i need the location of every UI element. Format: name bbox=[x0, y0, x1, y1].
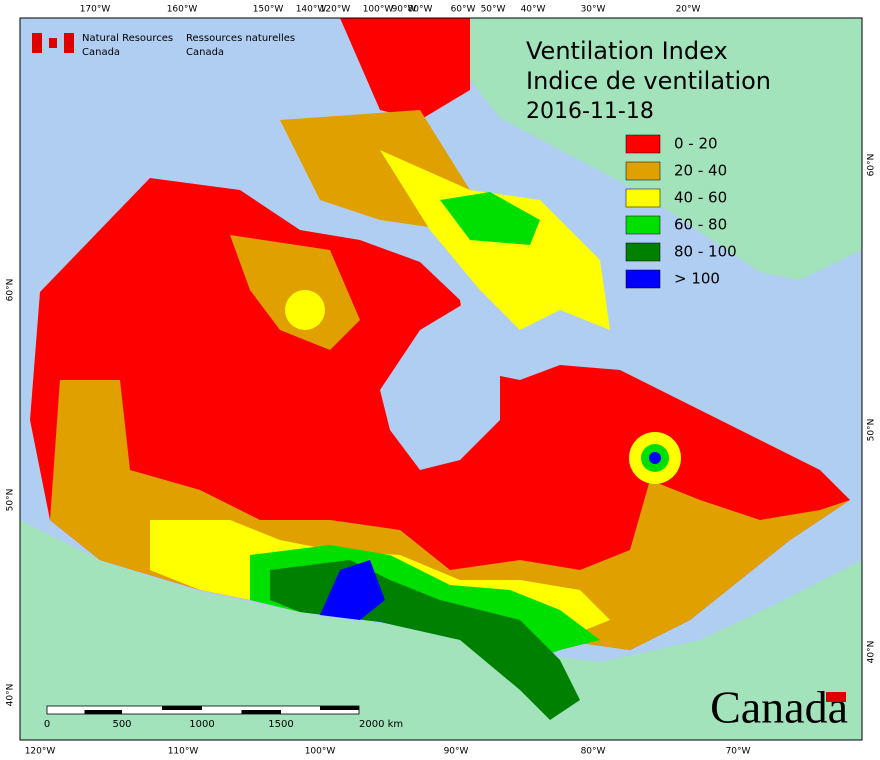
flag-leaf bbox=[49, 38, 57, 48]
legend-swatch bbox=[625, 134, 661, 154]
grat-bottom: 80°W bbox=[581, 747, 606, 757]
grat-top: 150°W bbox=[253, 5, 284, 15]
legend-label: 60 - 80 bbox=[674, 216, 727, 234]
grat-left: 50°N bbox=[6, 489, 16, 512]
legend-label: 80 - 100 bbox=[674, 243, 737, 261]
scale-label: 2000 km bbox=[359, 719, 403, 730]
legend-swatch bbox=[625, 269, 661, 289]
scale-label: 1500 bbox=[268, 719, 293, 730]
grat-top: 170°W bbox=[80, 5, 111, 15]
legend-label: 0 - 20 bbox=[674, 135, 718, 153]
grat-top: 80°W bbox=[408, 5, 433, 15]
scale-seg bbox=[84, 710, 122, 714]
scale-seg bbox=[320, 706, 359, 710]
grat-right: 50°N bbox=[867, 419, 877, 442]
scale-seg bbox=[162, 706, 202, 710]
grat-bottom: 100°W bbox=[305, 747, 336, 757]
ellesmere bbox=[340, 18, 470, 120]
grat-top: 90°W bbox=[392, 5, 417, 15]
scale-label: 500 bbox=[112, 719, 131, 730]
legend-swatch bbox=[625, 161, 661, 181]
grat-top: 20°W bbox=[676, 5, 701, 15]
grat-top: 60°W bbox=[451, 5, 476, 15]
flag-left bbox=[32, 33, 42, 53]
grat-bottom: 70°W bbox=[726, 747, 751, 757]
grat-bottom: 90°W bbox=[444, 747, 469, 757]
agency-fr: Ressources naturelles bbox=[186, 33, 295, 44]
north-orange bbox=[230, 235, 360, 350]
legend-label: 40 - 60 bbox=[674, 189, 727, 207]
usa bbox=[20, 520, 862, 740]
quebec-blue bbox=[649, 452, 661, 464]
agency-fr: Canada bbox=[186, 47, 224, 58]
arctic-green bbox=[440, 192, 540, 245]
grat-top: 120°W bbox=[320, 5, 351, 15]
grat-top: 30°W bbox=[581, 5, 606, 15]
grat-top: 100°W bbox=[363, 5, 394, 15]
map-title: Ventilation Index bbox=[526, 37, 728, 65]
grat-bottom: 120°W bbox=[25, 747, 56, 757]
map-title: Indice de ventilation bbox=[526, 67, 771, 95]
grat-bottom: 110°W bbox=[168, 747, 199, 757]
wordmark: Canada bbox=[710, 682, 848, 733]
grat-left: 60°N bbox=[6, 279, 16, 302]
grat-left: 40°N bbox=[6, 684, 16, 707]
grat-top: 50°W bbox=[481, 5, 506, 15]
scale-seg bbox=[241, 710, 281, 714]
greenland bbox=[470, 18, 862, 280]
scale-label: 1000 bbox=[189, 719, 214, 730]
grat-right: 40°N bbox=[867, 641, 877, 664]
wordmark-flag bbox=[826, 692, 846, 702]
grat-top: 160°W bbox=[167, 5, 198, 15]
agency-en: Natural Resources bbox=[82, 33, 173, 44]
agency-en: Canada bbox=[82, 47, 120, 58]
grat-top: 140°W bbox=[296, 5, 327, 15]
flag-right bbox=[64, 33, 74, 53]
hudson-bay bbox=[380, 300, 500, 470]
frame bbox=[19, 17, 863, 741]
scale-label: 0 bbox=[44, 719, 50, 730]
blue-area bbox=[320, 560, 385, 620]
map-title: 2016-11-18 bbox=[526, 99, 654, 124]
legend-label: > 100 bbox=[674, 270, 720, 288]
legend-swatch bbox=[625, 215, 661, 235]
legend-swatch bbox=[625, 188, 661, 208]
legend-swatch bbox=[625, 242, 661, 262]
grat-top: 40°W bbox=[521, 5, 546, 15]
legend-label: 20 - 40 bbox=[674, 162, 727, 180]
north-yellow bbox=[285, 290, 325, 330]
grat-right: 60°N bbox=[867, 154, 877, 177]
